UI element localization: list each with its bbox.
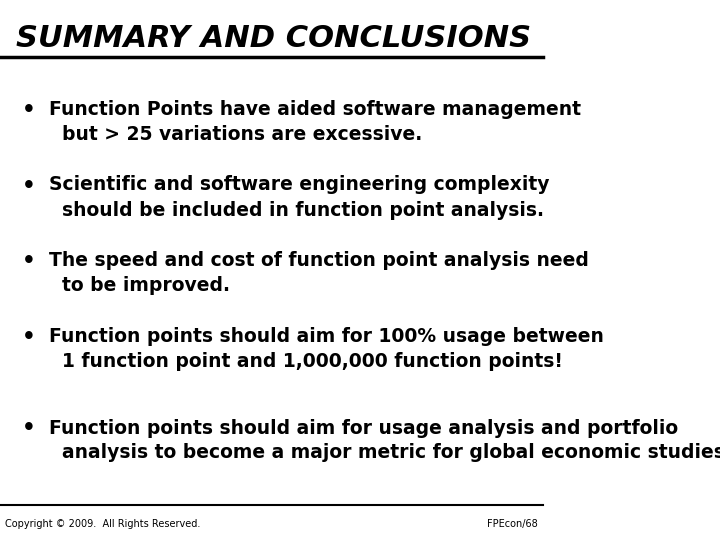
Text: •: • — [22, 418, 35, 438]
Text: SUMMARY AND CONCLUSIONS: SUMMARY AND CONCLUSIONS — [17, 24, 531, 53]
Text: •: • — [22, 100, 35, 120]
Text: Scientific and software engineering complexity
  should be included in function : Scientific and software engineering comp… — [49, 176, 549, 219]
Text: Function points should aim for usage analysis and portfolio
  analysis to become: Function points should aim for usage ana… — [49, 418, 720, 462]
Text: Copyright © 2009.  All Rights Reserved.: Copyright © 2009. All Rights Reserved. — [6, 519, 201, 530]
Text: FPEcon/68: FPEcon/68 — [487, 519, 538, 530]
Text: •: • — [22, 251, 35, 271]
Text: Function Points have aided software management
  but > 25 variations are excessi: Function Points have aided software mana… — [49, 100, 581, 144]
Text: •: • — [22, 176, 35, 195]
Text: The speed and cost of function point analysis need
  to be improved.: The speed and cost of function point ana… — [49, 251, 589, 295]
Text: Function points should aim for 100% usage between
  1 function point and 1,000,0: Function points should aim for 100% usag… — [49, 327, 604, 370]
Text: •: • — [22, 327, 35, 347]
